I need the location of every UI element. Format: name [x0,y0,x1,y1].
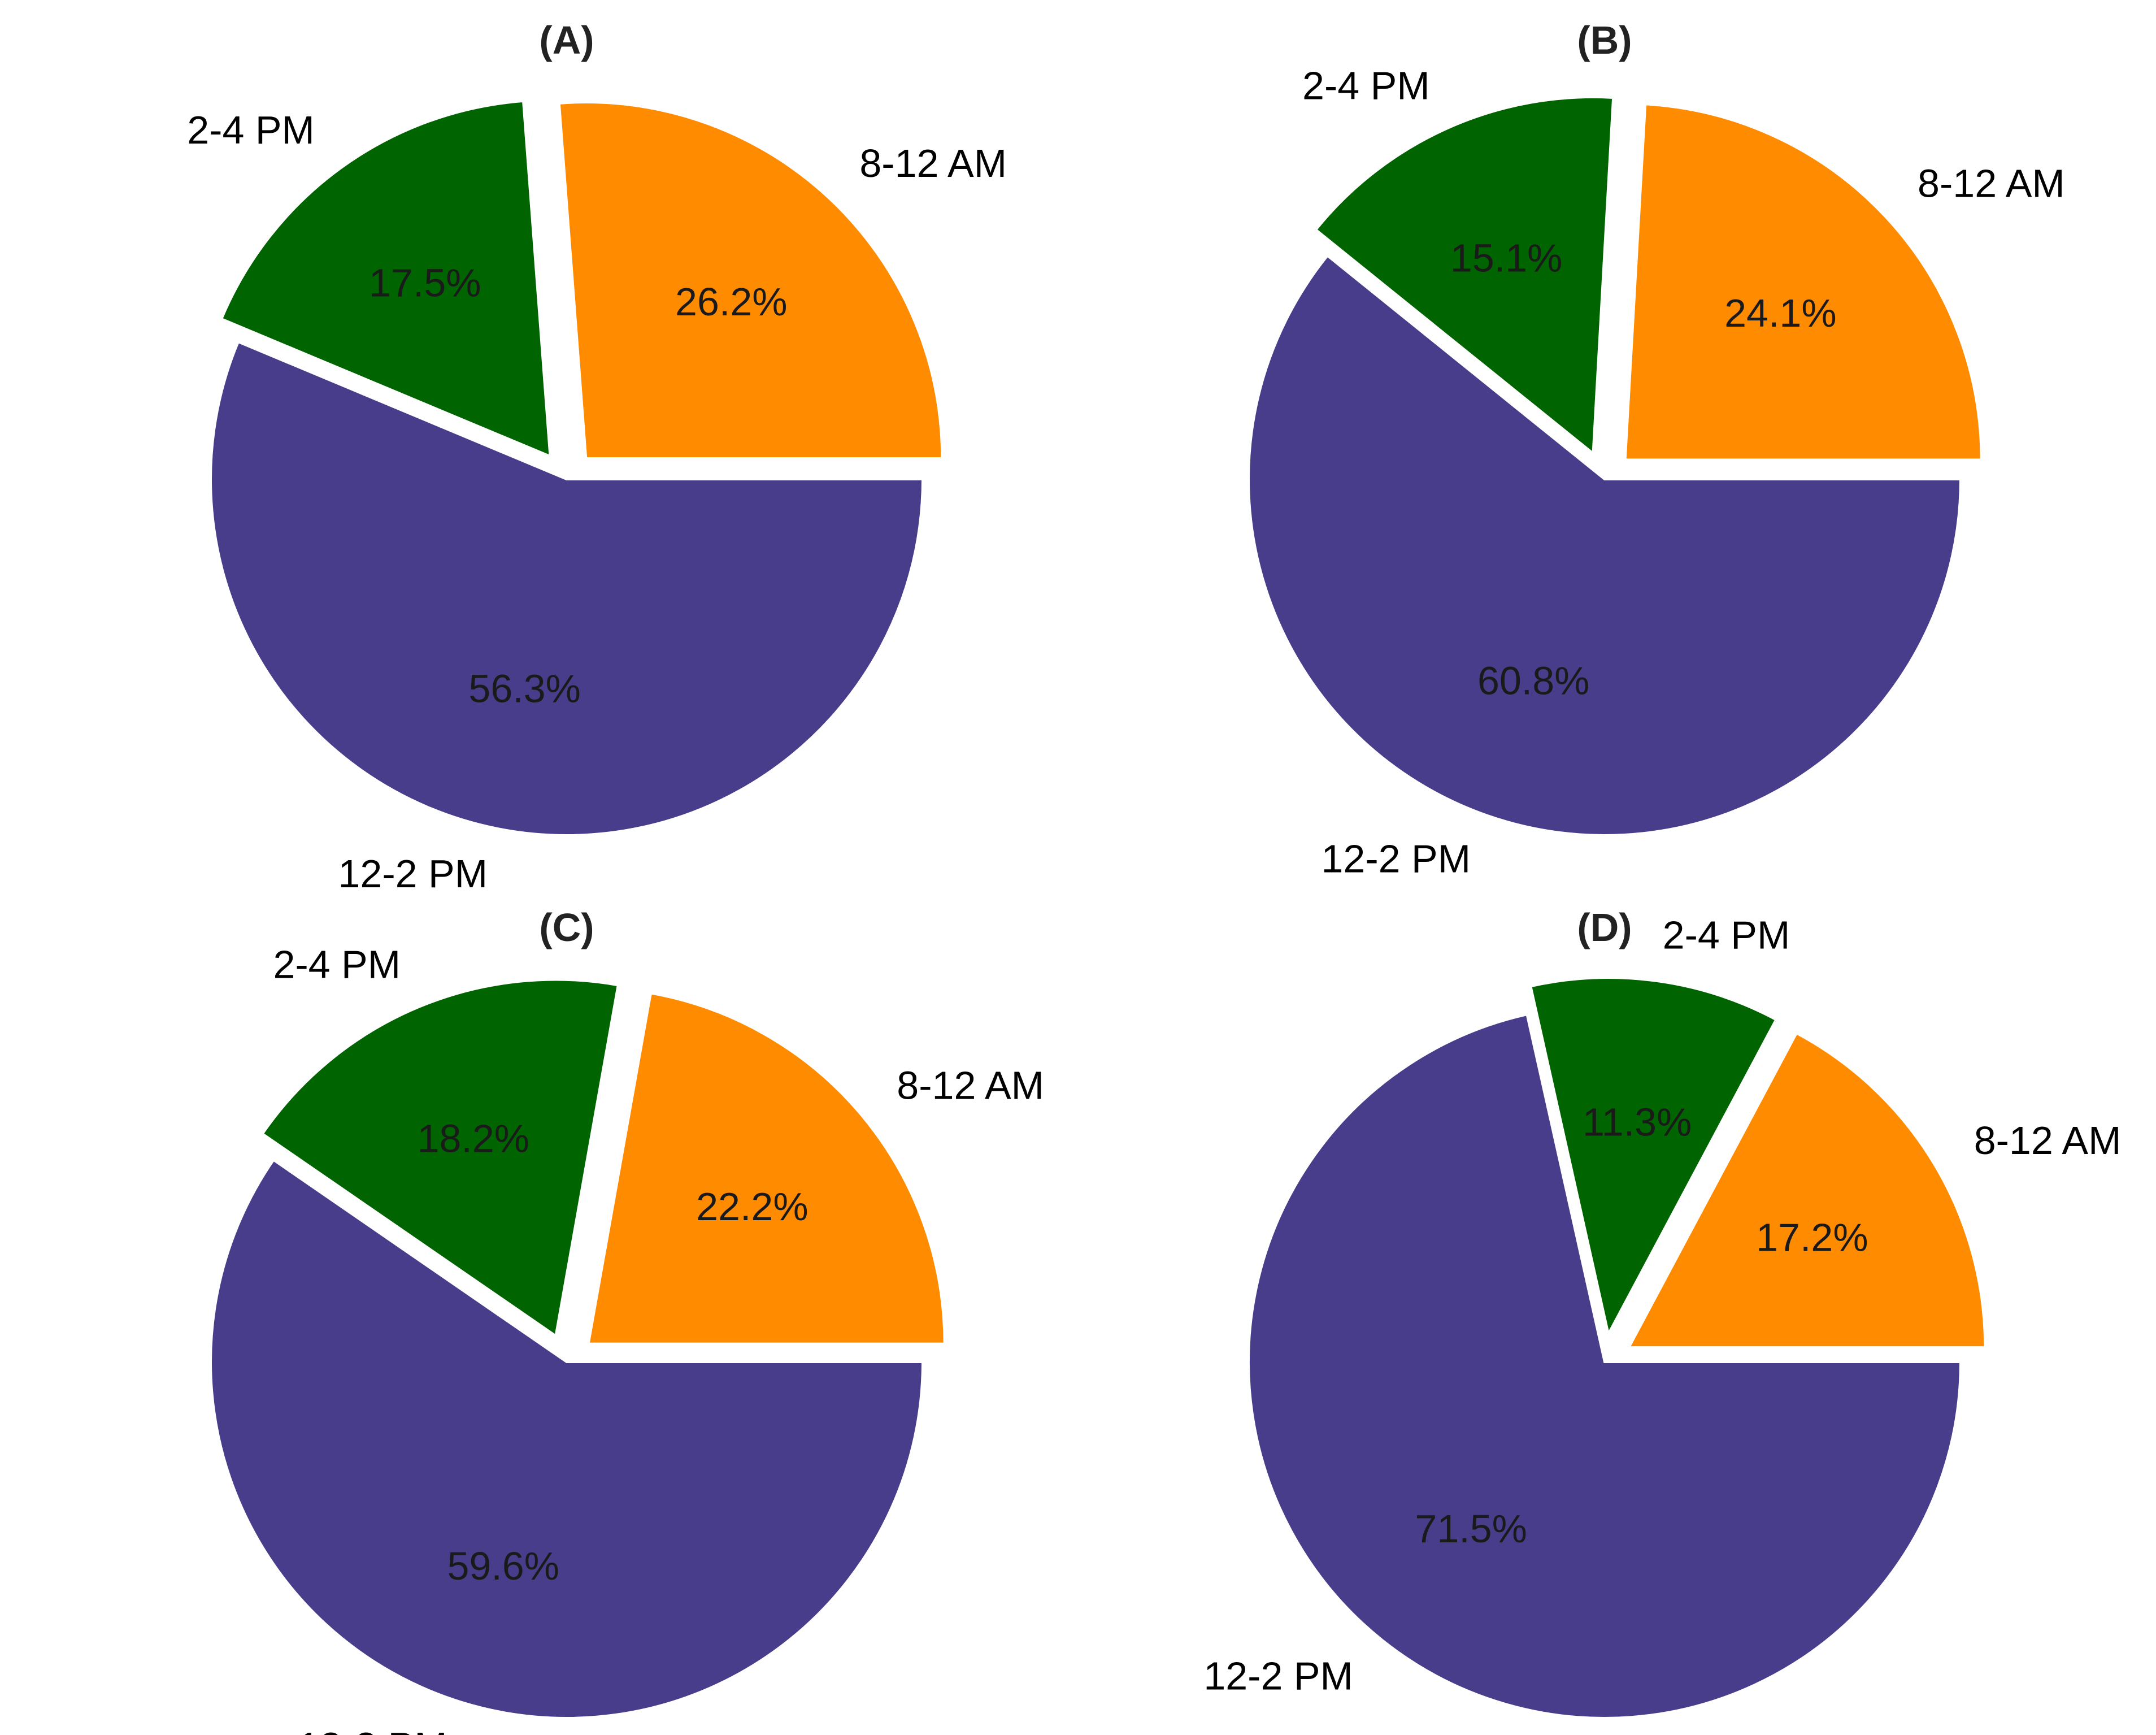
category-label-2-4-pm: 2-4 PM [1302,63,1430,107]
pie-slice-8-12-am [1624,103,1983,461]
pct-label-2-4-pm: 17.5% [369,261,481,305]
category-label-8-12-am: 8-12 AM [1918,161,2065,205]
category-label-12-2-pm: 12-2 PM [1203,1654,1353,1698]
category-label-8-12-am: 8-12 AM [897,1063,1044,1107]
pie-slice-2-4-pm [260,978,620,1338]
pct-label-12-2-pm: 56.3% [468,667,580,711]
pie-slice-12-2-pm [210,340,924,836]
pie-panel-a: (A) 26.2% 8-12 AM 17.5% 2-4 PM 56.3% 12-2 PM [187,18,1007,896]
pct-label-8-12-am: 24.1% [1724,291,1836,335]
category-label-12-2-pm: 12-2 PM [1322,836,1471,880]
pie-slice-8-12-am [1627,1031,1987,1349]
category-label-2-4-pm: 2-4 PM [273,943,401,987]
category-label-12-2-pm: 12-2 PM [298,1724,447,1735]
pct-label-2-4-pm: 18.2% [418,1117,529,1161]
panel-title: (A) [539,18,594,62]
pie-panel-c: (C) 22.2% 8-12 AM 18.2% 2-4 PM 59.6% 12-2 PM [210,905,1044,1735]
pie-slice-12-2-pm [1247,1013,1962,1719]
panel-title: (B) [1577,18,1632,62]
pct-label-2-4-pm: 11.3% [1583,1100,1692,1144]
category-label-8-12-am: 8-12 AM [1974,1118,2122,1163]
pct-label-8-12-am: 17.2% [1756,1216,1868,1260]
pie-panel-d: (D) 17.2% 8-12 AM 11.3% 2-4 PM 71.5% 12-2 PM [1203,905,2122,1719]
category-label-2-4-pm: 2-4 PM [187,108,315,152]
pct-label-8-12-am: 22.2% [696,1185,808,1229]
pct-label-8-12-am: 26.2% [675,280,787,324]
panel-title: (C) [539,905,594,949]
pie-slice-2-4-pm [1314,96,1615,456]
category-label-12-2-pm: 12-2 PM [338,852,488,896]
pie-slice-8-12-am [558,101,944,460]
pie-slice-8-12-am [587,992,946,1345]
pie-slice-2-4-pm [1529,977,1778,1337]
pie-slice-12-2-pm [210,1158,924,1719]
pct-label-2-4-pm: 15.1% [1450,236,1562,280]
pie-slice-2-4-pm [220,99,551,458]
pie-slice-12-2-pm [1247,254,1962,836]
pct-label-12-2-pm: 71.5% [1415,1507,1527,1551]
pct-label-12-2-pm: 60.8% [1477,658,1589,702]
category-label-2-4-pm: 2-4 PM [1663,913,1790,957]
pct-label-12-2-pm: 59.6% [447,1544,559,1588]
panel-title: (D) [1577,905,1632,949]
category-label-8-12-am: 8-12 AM [859,141,1007,185]
pie-panel-b: (B) 24.1% 8-12 AM 15.1% 2-4 PM 60.8% 12-2 PM [1247,18,2065,880]
